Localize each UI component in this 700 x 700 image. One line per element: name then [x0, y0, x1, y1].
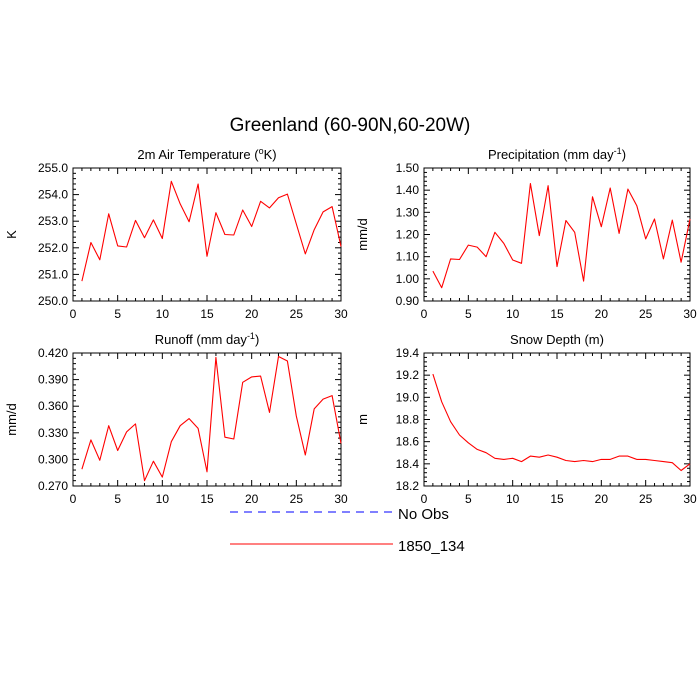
- panel-air-temperature-xtick-label: 5: [114, 307, 121, 321]
- panel-snow-depth-series-line: [432, 373, 691, 472]
- panel-runoff-ytick-label: 0.420: [38, 346, 68, 360]
- panel-runoff-xtick-label: 5: [114, 492, 121, 506]
- panel-air-temperature-ytick-label: 254.0: [38, 188, 68, 202]
- legend-model-label: 1850_134: [398, 538, 465, 555]
- panel-precipitation-ytick-label: 1.40: [396, 183, 420, 197]
- panel-snow-depth-ytick-label: 19.0: [396, 390, 420, 404]
- panel-snow-depth-ytick-label: 18.6: [396, 435, 420, 449]
- panel-snow-depth-ytick-label: 18.4: [396, 457, 420, 471]
- panel-air-temperature-title: 2m Air Temperature (oK): [137, 146, 276, 162]
- panel-snow-depth-xtick-label: 25: [639, 492, 653, 506]
- panel-precipitation-xtick-label: 20: [595, 307, 609, 321]
- panel-runoff-series-line: [81, 355, 342, 482]
- panel-snow-depth-xtick-label: 10: [506, 492, 520, 506]
- panel-snow-depth-ytick-label: 18.8: [396, 413, 420, 427]
- panel-snow-depth-ylabel: m: [355, 414, 370, 425]
- panel-runoff-ytick-label: 0.330: [38, 426, 68, 440]
- panel-air-temperature-xtick-label: 15: [200, 307, 214, 321]
- panel-air-temperature-frame: [72, 167, 342, 302]
- panel-snow-depth-title: Snow Depth (m): [510, 332, 604, 347]
- panel-air-temperature: 2m Air Temperature (oK) K 0 5 10 15 20 25 30 250.…: [4, 146, 348, 321]
- panel-precipitation: Precipitation (mm day-1) mm/d 0 5 10 15 20 25 30…: [355, 146, 697, 321]
- panel-air-temperature-xtick-label: 25: [290, 307, 304, 321]
- panel-air-temperature-ytick-label: 255.0: [38, 161, 68, 175]
- panel-precipitation-xtick-label: 15: [550, 307, 564, 321]
- panel-runoff-ytick-label: 0.300: [38, 452, 68, 466]
- panel-precipitation-title: Precipitation (mm day-1): [488, 146, 626, 162]
- panel-snow-depth-ytick-label: 18.2: [396, 479, 420, 493]
- panel-precipitation-xtick-label: 0: [421, 307, 428, 321]
- panel-runoff-ytick-label: 0.270: [38, 479, 68, 493]
- panel-precipitation-xtick-label: 25: [639, 307, 653, 321]
- panel-precipitation-xtick-label: 30: [683, 307, 697, 321]
- panel-precipitation-series-line: [432, 182, 691, 289]
- panel-air-temperature-ytick-label: 251.0: [38, 267, 68, 281]
- panel-snow-depth-xtick-label: 20: [595, 492, 609, 506]
- panel-runoff-ylabel: mm/d: [4, 403, 19, 436]
- panel-precipitation-ytick-label: 1.10: [396, 250, 420, 264]
- panel-air-temperature-ytick-label: 250.0: [38, 294, 68, 308]
- panel-air-temperature-xtick-label: 20: [245, 307, 259, 321]
- legend-no-obs-label: No Obs: [398, 506, 449, 523]
- panel-runoff: Runoff (mm day-1) mm/d 0 5 10 15 20 25 30 0.270 0.…: [4, 331, 348, 506]
- panel-snow-depth-ytick-label: 19.2: [396, 368, 420, 382]
- panel-air-temperature-series-line: [81, 180, 342, 282]
- panel-precipitation-ytick-label: 1.30: [396, 205, 420, 219]
- panel-precipitation-ytick-label: 1.00: [396, 272, 420, 286]
- figure-title: Greenland (60-90N,60-20W): [230, 115, 471, 136]
- panel-precipitation-ytick-label: 1.50: [396, 161, 420, 175]
- panel-runoff-xtick-label: 20: [245, 492, 259, 506]
- panel-precipitation-ytick-label: 1.20: [396, 228, 420, 242]
- panel-runoff-ytick-label: 0.390: [38, 373, 68, 387]
- panel-snow-depth-xtick-label: 0: [421, 492, 428, 506]
- panel-air-temperature-xtick-label: 0: [70, 307, 77, 321]
- panel-runoff-xtick-label: 25: [290, 492, 304, 506]
- panel-runoff-xtick-label: 0: [70, 492, 77, 506]
- panel-runoff-ytick-label: 0.360: [38, 399, 68, 413]
- panel-snow-depth: Snow Depth (m) m 0 5 10 15 20 25 30 18.2 18.4 18.6 1…: [355, 332, 697, 506]
- panel-precipitation-ylabel: mm/d: [355, 218, 370, 251]
- panel-runoff-xtick-label: 15: [200, 492, 214, 506]
- panel-precipitation-xtick-label: 5: [465, 307, 472, 321]
- panel-snow-depth-frame: [423, 352, 691, 487]
- panel-snow-depth-xtick-label: 30: [683, 492, 697, 506]
- legend: No Obs 1850_134: [230, 506, 465, 555]
- panel-air-temperature-ytick-label: 253.0: [38, 214, 68, 228]
- panel-precipitation-xtick-label: 10: [506, 307, 520, 321]
- panel-precipitation-frame: [423, 167, 691, 302]
- panel-air-temperature-ytick-label: 252.0: [38, 241, 68, 255]
- panel-snow-depth-ytick-label: 19.4: [396, 346, 420, 360]
- panel-runoff-xtick-label: 10: [156, 492, 170, 506]
- panel-air-temperature-ylabel: K: [4, 230, 19, 239]
- panel-precipitation-ytick-label: 0.90: [396, 294, 420, 308]
- panel-snow-depth-xtick-label: 5: [465, 492, 472, 506]
- panel-snow-depth-xtick-label: 15: [550, 492, 564, 506]
- panel-air-temperature-xtick-label: 10: [156, 307, 170, 321]
- panel-air-temperature-xtick-label: 30: [334, 307, 348, 321]
- panel-runoff-title: Runoff (mm day-1): [155, 331, 260, 347]
- panel-runoff-xtick-label: 30: [334, 492, 348, 506]
